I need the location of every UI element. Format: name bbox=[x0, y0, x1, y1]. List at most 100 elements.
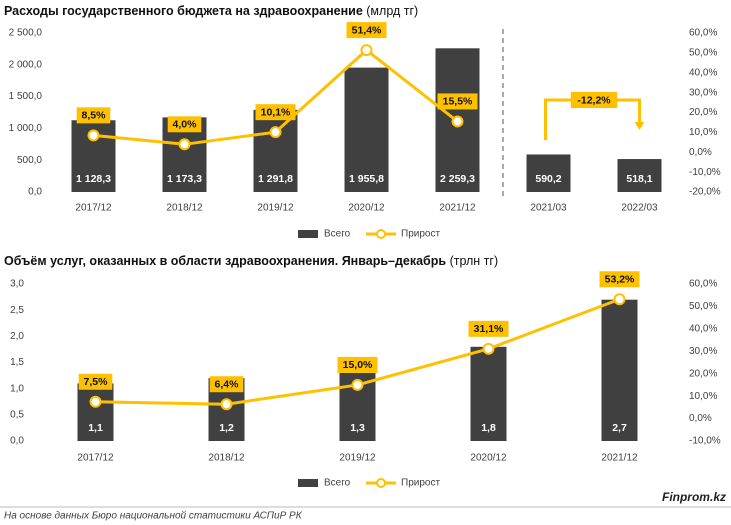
bar bbox=[526, 154, 571, 192]
label-box bbox=[209, 376, 244, 393]
legend-marker bbox=[376, 478, 386, 488]
y2-tick-label: -10,0% bbox=[689, 167, 721, 178]
growth-point bbox=[360, 44, 373, 57]
bar bbox=[617, 159, 662, 192]
y-tick-label: 2,5 bbox=[10, 305, 24, 316]
label-box bbox=[255, 104, 296, 121]
y2-tick-label: 40,0% bbox=[689, 67, 717, 78]
bar-label: 2,7 bbox=[612, 422, 627, 434]
label-box bbox=[167, 116, 202, 133]
bar bbox=[470, 346, 507, 441]
growth-point bbox=[451, 115, 464, 128]
legend-label: Всего bbox=[324, 229, 351, 240]
x-tick-label: 2021/12 bbox=[439, 203, 476, 214]
legend-marker bbox=[376, 229, 386, 239]
y-tick-label: 0,0 bbox=[10, 436, 24, 447]
growth-point bbox=[613, 293, 626, 306]
bar-label: 1 291,8 bbox=[258, 173, 293, 185]
legend-label: Всего bbox=[324, 478, 351, 489]
bar-label: 2 259,3 bbox=[440, 173, 475, 185]
legend-swatch bbox=[298, 479, 318, 487]
data-label: 8,5% bbox=[82, 110, 107, 122]
chart-title: Объём услуг, оказанных в области здравоо… bbox=[4, 254, 498, 268]
title-unit: (трлн тг) bbox=[450, 254, 499, 268]
y2-tick-label: 30,0% bbox=[689, 346, 717, 357]
y2-tick-label: 50,0% bbox=[689, 48, 717, 59]
chart-title: Расходы государственного бюджета на здра… bbox=[4, 4, 418, 18]
y-tick-label: 2,0 bbox=[10, 331, 24, 342]
bar bbox=[77, 383, 114, 441]
bar-label: 1 173,3 bbox=[167, 173, 202, 185]
growth-point bbox=[178, 138, 191, 151]
y2-tick-label: 50,0% bbox=[689, 301, 717, 312]
y-tick-label: 1 000,0 bbox=[9, 123, 43, 134]
label-box bbox=[337, 356, 378, 373]
x-tick-label: 2021/12 bbox=[601, 453, 638, 464]
x-tick-label: 2021/03 bbox=[530, 203, 567, 214]
growth-point bbox=[482, 342, 495, 355]
bar-label: 590,2 bbox=[535, 173, 561, 185]
bar-label: 1,2 bbox=[219, 422, 234, 434]
brand: Finprom.kz bbox=[662, 490, 726, 504]
y2-tick-label: -20,0% bbox=[689, 187, 721, 198]
data-label: 6,4% bbox=[215, 378, 240, 390]
label-box bbox=[78, 373, 113, 390]
bar bbox=[601, 299, 638, 441]
y-tick-label: 0,0 bbox=[28, 187, 42, 198]
x-tick-label: 2020/12 bbox=[470, 453, 507, 464]
bar-label: 1,8 bbox=[481, 422, 496, 434]
x-tick-label: 2018/12 bbox=[208, 453, 245, 464]
y2-tick-label: 20,0% bbox=[689, 368, 717, 379]
y-tick-label: 2 000,0 bbox=[9, 59, 43, 70]
bar-label: 1 955,8 bbox=[349, 173, 384, 185]
y2-tick-label: 0,0% bbox=[689, 147, 712, 158]
data-label: 31,1% bbox=[474, 323, 504, 335]
bar-label: 1,1 bbox=[88, 422, 103, 434]
bar bbox=[253, 109, 298, 192]
data-label: -12,2% bbox=[577, 94, 611, 106]
label-box bbox=[437, 93, 478, 110]
bar-label: 1,3 bbox=[350, 422, 365, 434]
label-box bbox=[468, 320, 509, 337]
y2-tick-label: -10,0% bbox=[689, 436, 721, 447]
y2-tick-label: 40,0% bbox=[689, 323, 717, 334]
data-label: 51,4% bbox=[352, 24, 382, 36]
growth-point bbox=[220, 398, 233, 411]
data-label: 10,1% bbox=[261, 106, 291, 118]
legend-swatch bbox=[298, 230, 318, 238]
y2-tick-label: 60,0% bbox=[689, 279, 717, 290]
label-box bbox=[570, 92, 618, 108]
y-tick-label: 2 500,0 bbox=[9, 28, 43, 39]
data-label: 7,5% bbox=[84, 376, 109, 388]
y2-tick-label: 30,0% bbox=[689, 87, 717, 98]
growth-point bbox=[351, 378, 364, 391]
x-tick-label: 2020/12 bbox=[348, 203, 385, 214]
data-label: 53,2% bbox=[605, 274, 635, 286]
data-label: 15,0% bbox=[343, 359, 373, 371]
y-tick-label: 3,0 bbox=[10, 279, 24, 290]
x-tick-label: 2019/12 bbox=[339, 453, 376, 464]
title-main: Объём услуг, оказанных в области здравоо… bbox=[4, 254, 446, 268]
x-tick-label: 2022/03 bbox=[621, 203, 658, 214]
legend-label: Прирост bbox=[401, 229, 440, 240]
label-box bbox=[346, 22, 387, 39]
x-tick-label: 2019/12 bbox=[257, 203, 294, 214]
y2-tick-label: 0,0% bbox=[689, 413, 712, 424]
y-tick-label: 500,0 bbox=[17, 155, 42, 166]
y2-tick-label: 10,0% bbox=[689, 127, 717, 138]
growth-point bbox=[87, 129, 100, 142]
source: На основе данных Бюро национальной стати… bbox=[4, 511, 303, 522]
data-label: 4,0% bbox=[173, 119, 198, 131]
y-tick-label: 0,5 bbox=[10, 409, 24, 420]
legend-label: Прирост bbox=[401, 478, 440, 489]
annotation-arrow bbox=[634, 122, 645, 130]
x-tick-label: 2017/12 bbox=[75, 203, 112, 214]
bar-label: 518,1 bbox=[626, 173, 652, 185]
title-main: Расходы государственного бюджета на здра… bbox=[4, 4, 363, 18]
y-tick-label: 1,0 bbox=[10, 383, 24, 394]
bar bbox=[344, 67, 389, 192]
y-tick-label: 1 500,0 bbox=[9, 91, 43, 102]
y2-tick-label: 10,0% bbox=[689, 391, 717, 402]
y2-tick-label: 60,0% bbox=[689, 28, 717, 39]
